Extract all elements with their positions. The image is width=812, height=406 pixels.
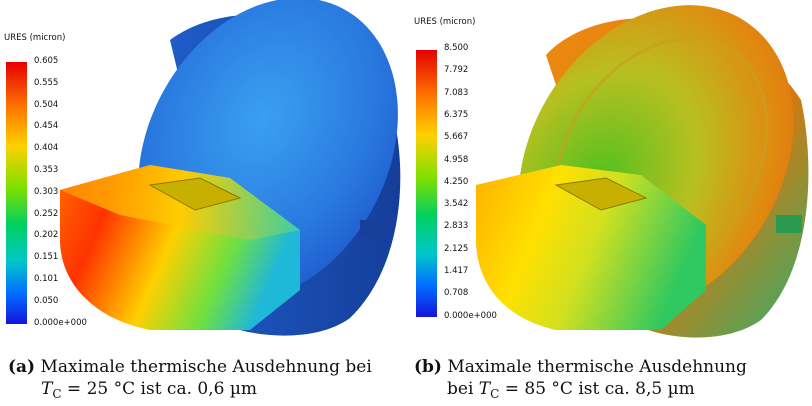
section-block-b (476, 165, 706, 330)
colorbar-tick: 0.353 (34, 165, 59, 175)
colorbar-tick: 2.833 (444, 221, 469, 232)
colorbar-tick: 0.101 (34, 274, 59, 284)
colorbar-tick: 1.417 (444, 266, 469, 276)
colorbar-tick: 0.303 (34, 186, 59, 197)
caption-b-pre: bei (447, 379, 479, 399)
colorbar-tick: 0.000e+000 (34, 317, 87, 328)
colorbar-tick: 0.151 (34, 252, 59, 263)
figure-a: URES (micron) 0.605 0.555 0.504 0.454 0.404 0… (0, 0, 406, 401)
colorbar-tick: 5.667 (444, 132, 469, 143)
caption-b: (b) Maximale thermische Ausdehnung bei T… (414, 356, 812, 405)
colorbar-tick: 7.083 (444, 87, 469, 98)
legend-title-a: URES (micron) (4, 33, 66, 43)
colorbar-tick: 4.250 (444, 176, 469, 187)
colorbar-tick: 8.500 (444, 43, 469, 53)
colorbar-tick: 7.792 (444, 65, 469, 76)
section-block-top-a (60, 165, 300, 240)
colorbar-a (6, 62, 27, 324)
colorbar-tick: 6.375 (444, 109, 469, 120)
colorbar-tick: 0.202 (34, 230, 59, 241)
disc-notch-b (776, 215, 802, 233)
caption-tag-a: (a) (8, 357, 36, 377)
caption-a-line1: Maximale thermische Ausdehnung bei (40, 357, 372, 377)
colorbar-tick: 2.125 (444, 243, 469, 254)
caption-a-sub: C (52, 387, 62, 401)
colorbar-tick: 0.504 (34, 99, 59, 110)
legend-title-b: URES (micron) (414, 17, 476, 27)
caption-b-var: T (478, 379, 491, 399)
caption-b-line2: = 85 °C ist ca. 8,5 µm (499, 379, 695, 399)
colorbar-tick: 0.050 (34, 295, 59, 306)
caption-a-line2: = 25 °C ist ca. 0,6 µm (61, 379, 257, 399)
disc-notch-a (360, 220, 390, 238)
caption-a-var: T (41, 379, 53, 399)
displacement-plot-a (60, 0, 401, 336)
colorbar-tick: 0.454 (34, 121, 59, 132)
colorbar-b (416, 50, 437, 317)
colorbar-tick: 3.542 (444, 199, 469, 210)
colorbar-tick: 0.555 (34, 77, 59, 88)
displacement-plot-b (476, 5, 809, 338)
caption-b-sub: C (490, 387, 500, 401)
colorbar-tick: 4.958 (444, 154, 469, 165)
caption-b-line1: Maximale thermische Ausdehnung (447, 357, 747, 377)
caption-a: (a) Maximale thermische Ausdehnung bei T… (8, 356, 408, 405)
clip-feature-b (554, 177, 648, 211)
clip-feature-a (148, 177, 242, 211)
colorbar-tick: 0.252 (34, 208, 59, 219)
colorbar-tick: 0.000e+000 (444, 310, 497, 321)
figure-b: URES (micron) 8.500 7.792 7.083 6.375 5.667 4… (406, 0, 812, 401)
colorbar-tick: 0.605 (34, 56, 59, 66)
colorbar-tick: 0.404 (34, 143, 59, 154)
colorbar-tick: 0.708 (444, 288, 469, 299)
caption-tag-b: (b) (414, 357, 442, 377)
